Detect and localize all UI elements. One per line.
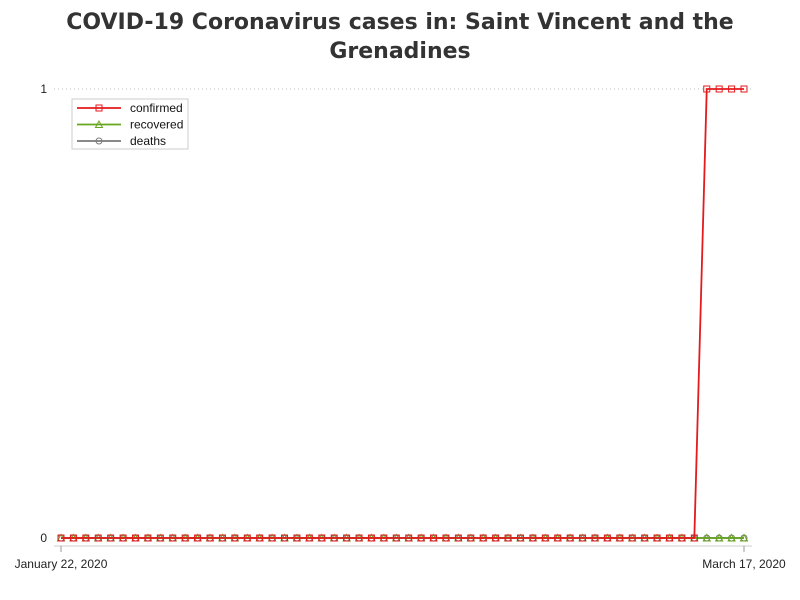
data-point-confirmed — [305, 534, 313, 542]
series-line-confirmed — [61, 88, 744, 539]
data-point-confirmed — [330, 534, 338, 542]
data-point-confirmed — [293, 534, 301, 542]
data-point-recovered — [727, 533, 736, 542]
legend-label-deaths: deaths — [130, 134, 166, 148]
data-point-confirmed — [678, 534, 686, 542]
data-point-confirmed — [194, 534, 202, 542]
x-tick-label: March 17, 2020 — [702, 557, 786, 571]
data-point-confirmed — [181, 534, 189, 542]
data-point-confirmed — [454, 534, 462, 542]
data-point-confirmed — [566, 534, 574, 542]
y-tick-label: 0 — [40, 531, 47, 545]
data-point-confirmed — [268, 534, 276, 542]
data-point-confirmed — [715, 85, 723, 93]
data-point-confirmed — [504, 534, 512, 542]
data-point-confirmed — [529, 534, 537, 542]
legend-marker-deaths — [95, 137, 103, 145]
data-point-confirmed — [243, 534, 251, 542]
data-point-confirmed — [492, 534, 500, 542]
data-point-confirmed — [144, 534, 152, 542]
data-point-confirmed — [703, 85, 711, 93]
y-tick-label: 1 — [40, 82, 47, 96]
data-point-confirmed — [380, 534, 388, 542]
data-point-recovered — [702, 533, 712, 542]
data-point-confirmed — [591, 534, 599, 542]
data-point-confirmed — [467, 534, 475, 542]
plot-area — [56, 85, 749, 542]
chart-title-line-2: Grenadines — [329, 39, 471, 64]
data-point-confirmed — [57, 534, 65, 542]
data-point-confirmed — [119, 534, 127, 542]
data-point-confirmed — [603, 534, 611, 542]
data-point-confirmed — [616, 534, 624, 542]
data-point-confirmed — [641, 534, 649, 542]
data-point-confirmed — [218, 534, 226, 542]
y-axis: 01 — [40, 82, 47, 545]
data-point-confirmed — [541, 534, 549, 542]
data-point-confirmed — [417, 534, 425, 542]
data-point-confirmed — [653, 534, 661, 542]
data-point-recovered — [714, 533, 724, 542]
data-point-confirmed — [355, 534, 363, 542]
data-point-confirmed — [169, 534, 177, 542]
data-point-confirmed — [405, 534, 413, 542]
data-point-confirmed — [206, 534, 214, 542]
data-point-confirmed — [132, 534, 140, 542]
chart-title-line-1: COVID-19 Coronavirus cases in: Saint Vin… — [66, 10, 734, 35]
data-point-confirmed — [94, 534, 102, 542]
data-point-confirmed — [392, 534, 400, 542]
legend-marker-recovered — [94, 119, 104, 128]
data-point-confirmed — [665, 534, 673, 542]
chart-title: COVID-19 Coronavirus cases in: Saint Vin… — [0, 8, 800, 66]
data-point-confirmed — [107, 534, 115, 542]
legend-marker-confirmed — [95, 104, 103, 112]
data-point-confirmed — [69, 534, 77, 542]
data-point-confirmed — [82, 534, 90, 542]
data-point-confirmed — [479, 534, 487, 542]
legend-label-recovered: recovered — [130, 118, 183, 132]
data-point-confirmed — [579, 534, 587, 542]
data-point-confirmed — [156, 534, 164, 542]
data-point-confirmed — [554, 534, 562, 542]
data-point-confirmed — [343, 534, 351, 542]
data-point-confirmed — [256, 534, 264, 542]
data-point-confirmed — [430, 534, 438, 542]
data-point-confirmed — [740, 85, 748, 93]
data-point-confirmed — [728, 85, 736, 93]
data-point-confirmed — [231, 534, 239, 542]
data-point-recovered — [739, 533, 749, 542]
data-point-confirmed — [690, 534, 698, 542]
data-point-confirmed — [318, 534, 326, 542]
data-point-confirmed — [628, 534, 636, 542]
x-axis: January 22, 2020 March 17, 2020 — [15, 546, 786, 571]
legend: confirmed recovered deaths — [71, 98, 189, 150]
data-point-confirmed — [281, 534, 289, 542]
x-tick-label: January 22, 2020 — [15, 557, 108, 571]
data-point-confirmed — [367, 534, 375, 542]
data-point-confirmed — [442, 534, 450, 542]
data-point-confirmed — [516, 534, 524, 542]
legend-label-confirmed: confirmed — [130, 101, 183, 115]
series-confirmed — [57, 85, 748, 542]
